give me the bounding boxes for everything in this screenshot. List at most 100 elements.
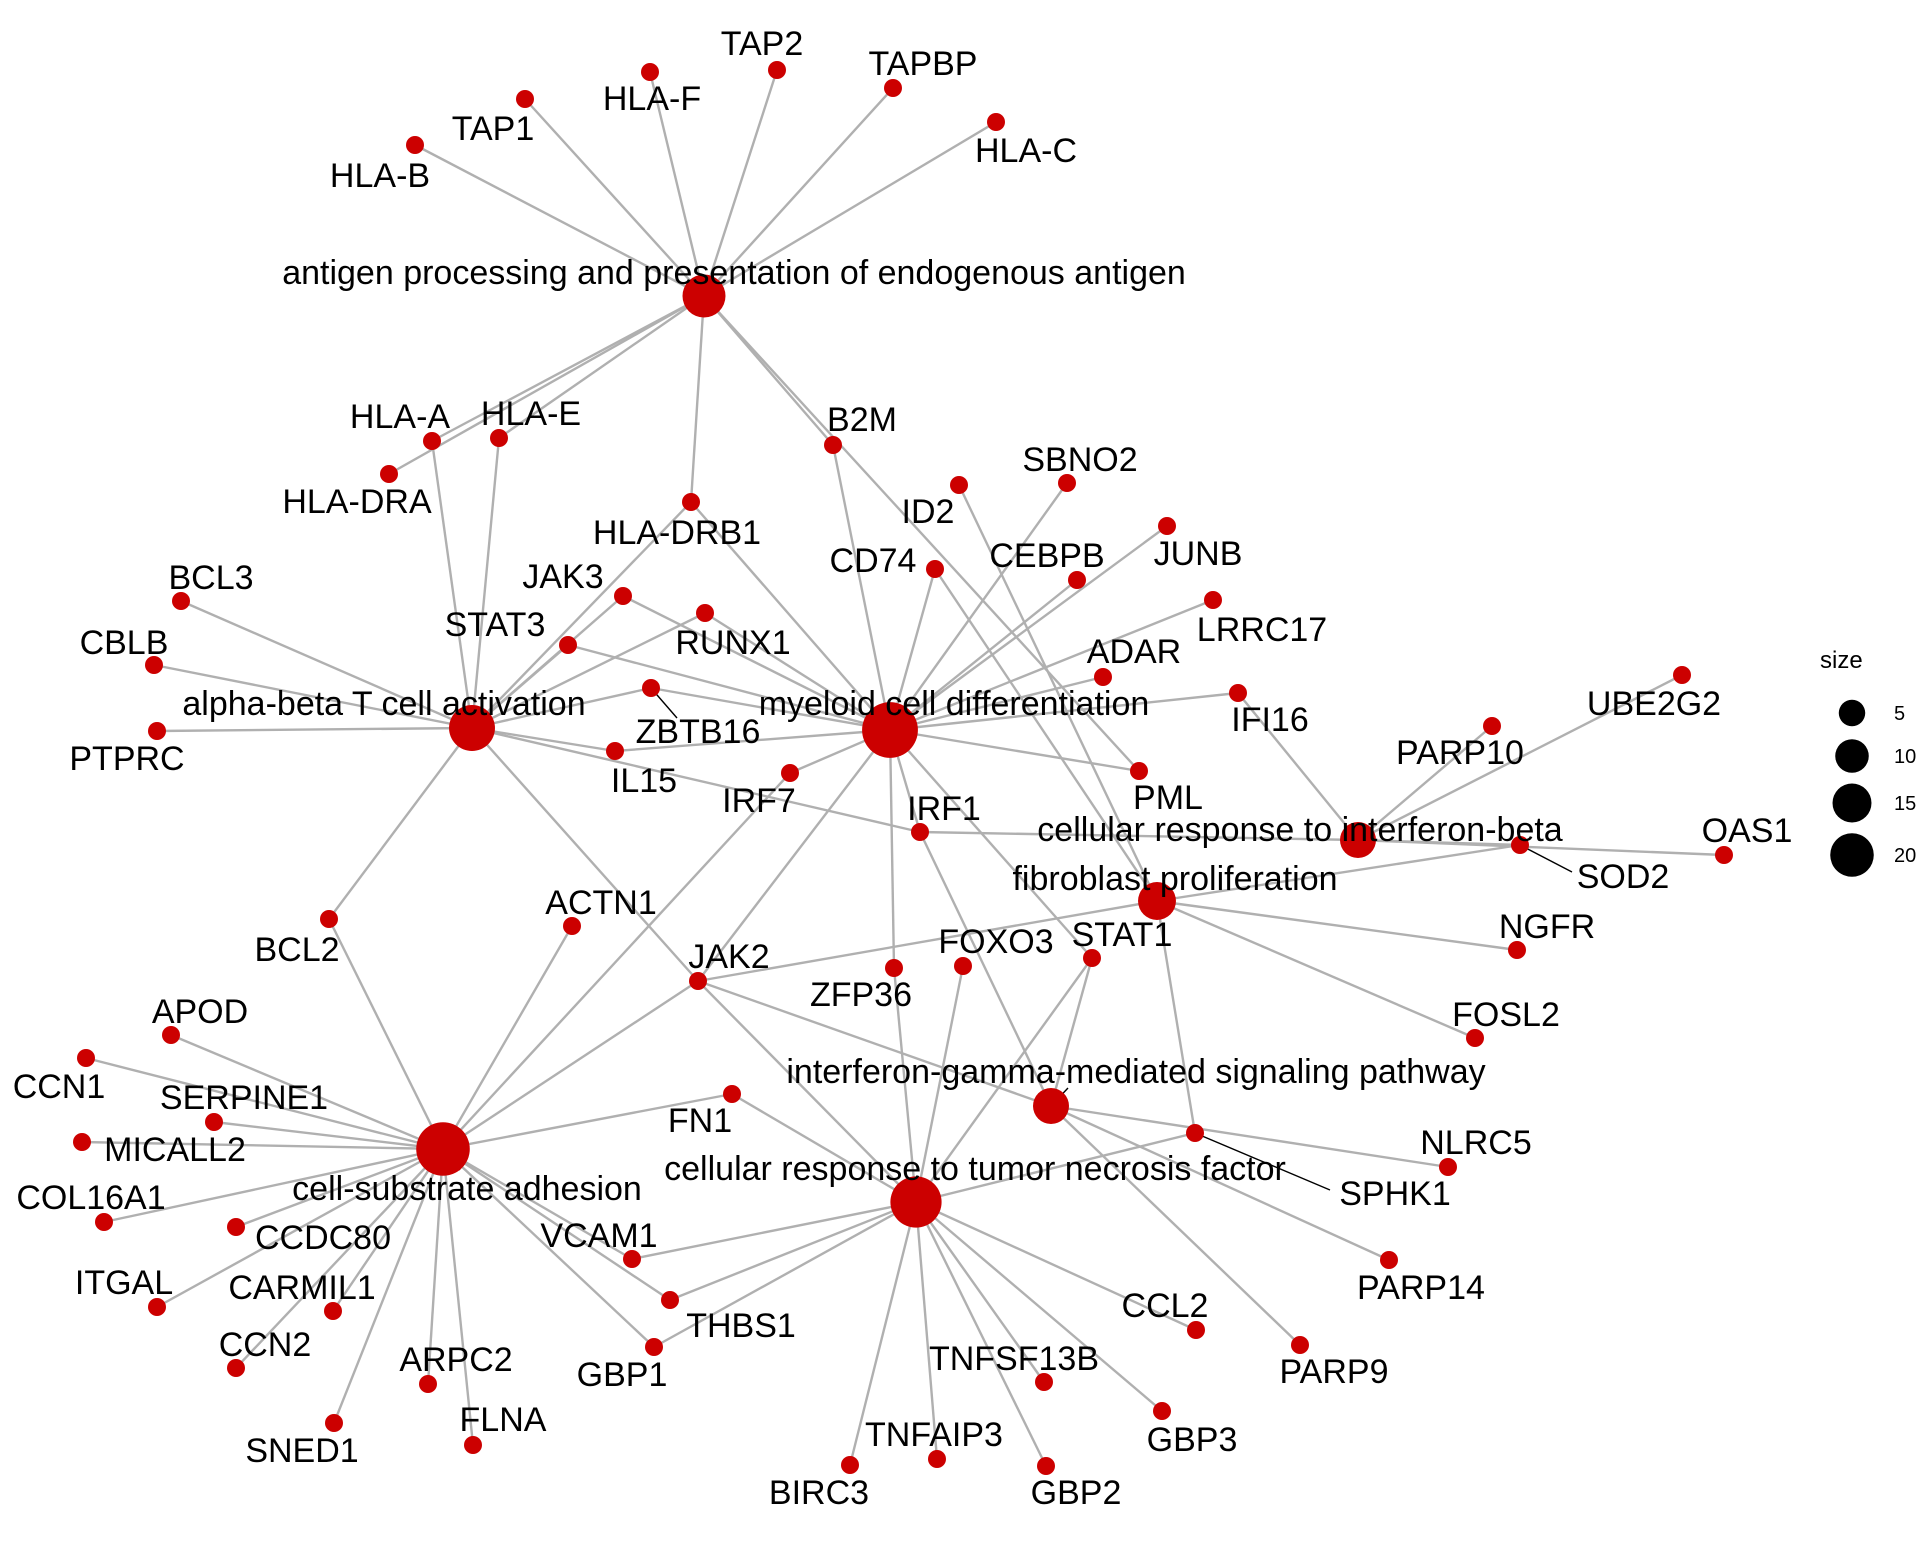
- gene-label-il15: IL15: [611, 762, 677, 800]
- gene-node-stat3: [559, 636, 577, 654]
- size-legend: size 5 10 15 20: [1820, 647, 1916, 877]
- legend-dot-5: [1838, 699, 1866, 727]
- gene-node-sphk1: [1186, 1124, 1204, 1142]
- gene-node-gbp2: [1037, 1457, 1055, 1475]
- gene-node-col16a1: [95, 1213, 113, 1231]
- edge-layer: [81, 69, 1725, 1467]
- edge-myeloid-jak2: [697, 729, 891, 982]
- edge-myeloid-pml: [889, 728, 1140, 773]
- gene-label-bcl2: BCL2: [254, 931, 339, 969]
- edge-abtcell-zbtb16: [471, 686, 652, 730]
- category-node-adhesion: [416, 1122, 470, 1176]
- edge-ifnbeta-irf1: [919, 830, 1359, 842]
- gene-label-gbp1: GBP1: [577, 1356, 668, 1394]
- gene-node-ccl2: [1187, 1321, 1205, 1339]
- gene-node-zbtb16: [642, 679, 660, 697]
- category-node-ifng: [1032, 1087, 1070, 1125]
- gene-label-id2: ID2: [902, 493, 955, 531]
- gene-label-ccn1: CCN1: [13, 1068, 106, 1106]
- edge-tnf-gbp1: [653, 1200, 917, 1349]
- edge-abtcell-cblb: [153, 663, 473, 730]
- gene-node-foxo3: [954, 957, 972, 975]
- edge-antigen-hla-b: [414, 143, 705, 298]
- gene-node-hla-dra: [380, 465, 398, 483]
- legend-label-20: 20: [1894, 845, 1916, 867]
- edge-myeloid-sbno2: [889, 482, 1068, 731]
- gene-label-lrrc17: LRRC17: [1197, 611, 1327, 649]
- edge-antigen-hla-dra: [388, 294, 705, 476]
- gene-node-nlrc5: [1439, 1158, 1457, 1176]
- gene-label-gbp3: GBP3: [1147, 1421, 1238, 1459]
- edge-tnf-tnfaip3: [914, 1201, 939, 1460]
- gene-label-hla-a: HLA-A: [350, 398, 450, 436]
- edge-antigen-hla-c: [703, 120, 997, 298]
- gene-label-apod: APOD: [152, 993, 248, 1031]
- gene-node-irf7: [781, 764, 799, 782]
- gene-node-id2: [950, 476, 968, 494]
- edge-adhesion-flna: [441, 1148, 475, 1446]
- edge-myeloid-ifi16: [889, 691, 1239, 732]
- edge-myeloid-runx1: [704, 611, 891, 732]
- edge-adhesion-col16a1: [103, 1147, 444, 1224]
- edge-ifng-nlrc5: [1050, 1104, 1449, 1169]
- gene-node-ube2g2: [1673, 666, 1691, 684]
- edge-antigen-hla-e: [498, 295, 705, 439]
- category-label-abtcell: alpha-beta T cell activation: [182, 685, 585, 723]
- gene-node-pml: [1130, 762, 1148, 780]
- edge-fibro-ngfr: [1156, 899, 1518, 952]
- gene-label-ifi16: IFI16: [1231, 701, 1308, 739]
- edge-ifng-parp14: [1050, 1104, 1390, 1262]
- edge-tnf-tnfsf13b: [915, 1201, 1045, 1383]
- category-label-antigen: antigen processing and presentation of e…: [282, 254, 1186, 292]
- label-layer: antigen processing and presentation of e…: [13, 25, 1793, 1512]
- edge-abtcell-hla-e: [470, 437, 501, 729]
- gene-label-nlrc5: NLRC5: [1420, 1124, 1531, 1162]
- edge-myeloid-stat3: [567, 643, 891, 732]
- edge-ifnbeta-ifi16: [1237, 692, 1359, 841]
- edge-abtcell-runx1: [471, 611, 706, 730]
- edge-abtcell-ptprc: [156, 726, 473, 733]
- gene-label-thbs1: THBS1: [686, 1307, 796, 1345]
- gene-node-tap1: [516, 90, 534, 108]
- edge-antigen-hla-drb1: [689, 295, 706, 503]
- edge-antigen-tap1: [524, 98, 705, 297]
- gene-node-carmil1: [324, 1302, 342, 1320]
- gene-node-cblb: [145, 656, 163, 674]
- gene-label-fn1: FN1: [668, 1102, 732, 1140]
- edge-myeloid-lrrc17: [889, 598, 1214, 732]
- gene-node-cd74: [926, 560, 944, 578]
- category-label-myeloid: myeloid cell differentiation: [759, 685, 1150, 723]
- gene-node-ifi16: [1229, 684, 1247, 702]
- gene-label-gbp2: GBP2: [1031, 1474, 1122, 1512]
- edge-antigen-hla-f: [648, 71, 706, 297]
- edge-ifng-stat1: [1049, 957, 1094, 1107]
- gene-label-tnfaip3: TNFAIP3: [865, 1416, 1003, 1454]
- edge-adhesion-ccdc80: [235, 1147, 444, 1229]
- edge-myeloid-adar: [889, 675, 1104, 732]
- gene-label-parp14: PARP14: [1357, 1269, 1485, 1307]
- edge-adhesion-gbp1: [442, 1148, 655, 1348]
- gene-node-il15: [606, 742, 624, 760]
- gene-label-ccn2: CCN2: [219, 1326, 312, 1364]
- edge-tnf-stat1: [915, 957, 1093, 1203]
- edge-antigen-tapbp: [703, 87, 894, 297]
- edge-tnf-thbs1: [669, 1200, 917, 1302]
- gene-label-parp9: PARP9: [1280, 1353, 1389, 1391]
- edge-ifnbeta-ube2g2: [1357, 673, 1683, 842]
- category-label-ifng: interferon-gamma-mediated signaling path…: [786, 1053, 1485, 1091]
- gene-label-serpine1: SERPINE1: [160, 1079, 328, 1117]
- edge-adhesion-ccn1: [85, 1056, 444, 1151]
- gene-label-oas1: OAS1: [1702, 812, 1793, 850]
- gene-label-col16a1: COL16A1: [16, 1179, 165, 1217]
- gene-label-zbtb16: ZBTB16: [636, 713, 761, 751]
- gene-label-runx1: RUNX1: [675, 624, 790, 662]
- gene-node-micall2: [73, 1133, 91, 1151]
- edge-fibro-cd74: [934, 568, 1158, 902]
- edge-tnf-sphk1: [915, 1131, 1196, 1204]
- gene-label-zfp36: ZFP36: [810, 976, 912, 1014]
- gene-node-sbno2: [1058, 474, 1076, 492]
- gene-node-fosl2: [1466, 1029, 1484, 1047]
- gene-node-ccdc80: [227, 1218, 245, 1236]
- edge-adhesion-fn1: [442, 1092, 733, 1151]
